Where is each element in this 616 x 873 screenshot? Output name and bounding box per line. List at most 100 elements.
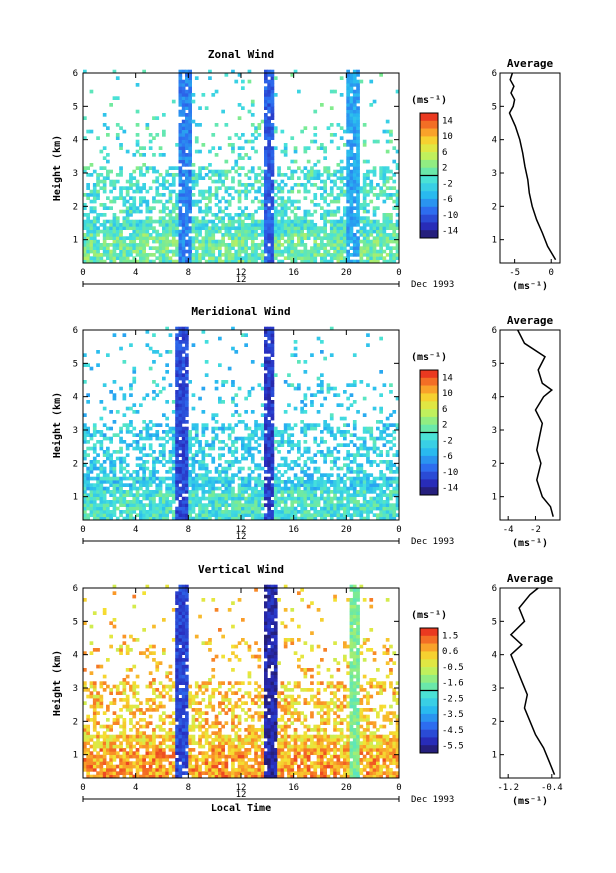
heatmap-cell (270, 236, 275, 240)
heatmap-cell (392, 179, 397, 184)
heatmap-cell (188, 153, 192, 157)
heatmap-cell (158, 216, 163, 220)
heatmap-cell (300, 219, 304, 224)
heatmap-cell (102, 761, 107, 765)
heatmap-cell (264, 350, 268, 354)
heatmap-cell (109, 463, 113, 467)
heatmap-cell (287, 256, 291, 260)
heatmap-cell (273, 466, 278, 471)
heatmap-cell (366, 259, 370, 264)
heatmap-cell (185, 336, 189, 341)
heatmap-cell (395, 89, 400, 94)
heatmap-cell (323, 506, 327, 511)
heatmap-cell (142, 513, 146, 517)
heatmap-cell (89, 219, 94, 224)
heatmap-cell (366, 176, 370, 180)
heatmap-cell (306, 219, 311, 224)
heatmap-cell (329, 179, 334, 184)
heatmap-cell (89, 239, 94, 244)
heatmap-cell (257, 450, 262, 454)
heatmap-cell (102, 738, 107, 742)
heatmap-cell (122, 239, 127, 244)
heatmap-cell (231, 506, 235, 511)
heatmap-cell (204, 510, 209, 514)
heatmap-cell (198, 446, 202, 451)
heatmap-cell (385, 450, 390, 454)
heatmap-cell (273, 430, 278, 434)
heatmap-cell (162, 186, 166, 190)
heatmap-cell (211, 486, 216, 491)
heatmap-cell (208, 470, 212, 474)
heatmap-cell (376, 193, 380, 197)
heatmap-cell (181, 113, 186, 117)
heatmap-cell (194, 433, 199, 437)
heatmap-cell (178, 159, 183, 164)
heatmap-cell (132, 506, 137, 511)
heatmap-cell (366, 426, 370, 431)
heatmap-cell (382, 430, 387, 434)
heatmap-cell (185, 410, 189, 414)
heatmap-cell (115, 516, 120, 521)
heatmap-cell (379, 450, 383, 454)
colorbar-tick-label: 2 (442, 164, 447, 174)
heatmap-cell (148, 483, 153, 487)
heatmap-cell (155, 133, 160, 137)
heatmap-cell (214, 89, 219, 94)
heatmap-cell (385, 179, 390, 184)
heatmap-cell (191, 216, 196, 220)
heatmap-cell (92, 758, 97, 762)
heatmap-cell (188, 69, 192, 74)
heatmap-cell (267, 103, 271, 107)
heatmap-cell (165, 259, 169, 264)
heatmap-cell (201, 216, 206, 220)
heatmap-cell (92, 483, 97, 487)
heatmap-cell (320, 186, 324, 190)
heatmap-cell (171, 450, 176, 454)
heatmap-cell (194, 493, 199, 497)
heatmap-cell (346, 456, 350, 461)
heatmap-cell (280, 229, 285, 234)
heatmap-cell (152, 460, 156, 464)
heatmap-cell (181, 503, 186, 507)
heatmap-cell (362, 219, 367, 224)
heatmap-cell (139, 166, 143, 170)
colorbar-swatch (420, 183, 438, 192)
heatmap-cell (336, 503, 341, 507)
heatmap-cell (106, 658, 110, 662)
heatmap-cell (129, 423, 133, 427)
heatmap-cell (89, 684, 94, 689)
heatmap-cell (257, 123, 262, 127)
heatmap-cell (185, 193, 189, 197)
heatmap-cell (181, 163, 186, 167)
heatmap-cell (326, 490, 331, 494)
heatmap-cell (244, 259, 248, 264)
heatmap-cell (369, 256, 374, 260)
heatmap-cell (208, 196, 212, 200)
heatmap-cell (273, 493, 278, 497)
heatmap-cell (346, 126, 350, 130)
heatmap-cell (283, 226, 288, 230)
heatmap-cell (185, 510, 189, 514)
heatmap-cell (129, 490, 133, 494)
heatmap-cell (257, 476, 262, 481)
heatmap-cell (277, 213, 281, 217)
heatmap-cell (395, 453, 400, 457)
heatmap-cell (264, 450, 268, 454)
heatmap-cell (287, 226, 291, 230)
heatmap-cell (83, 688, 87, 692)
heatmap-cell (352, 173, 357, 177)
heatmap-cell (280, 259, 285, 264)
heatmap-cell (106, 436, 110, 441)
heatmap-cell (346, 163, 350, 167)
heatmap-cell (112, 396, 117, 401)
heatmap-cell (244, 483, 248, 487)
heatmap-cell (227, 426, 232, 431)
heatmap-cell (306, 516, 311, 521)
heatmap-cell (290, 249, 295, 254)
heatmap-cell (96, 196, 100, 200)
heatmap-cell (204, 239, 209, 244)
heatmap-cell (191, 466, 196, 471)
heatmap-cell (287, 516, 291, 521)
heatmap-cell (185, 486, 189, 491)
y-tick-label: 3 (73, 169, 78, 179)
